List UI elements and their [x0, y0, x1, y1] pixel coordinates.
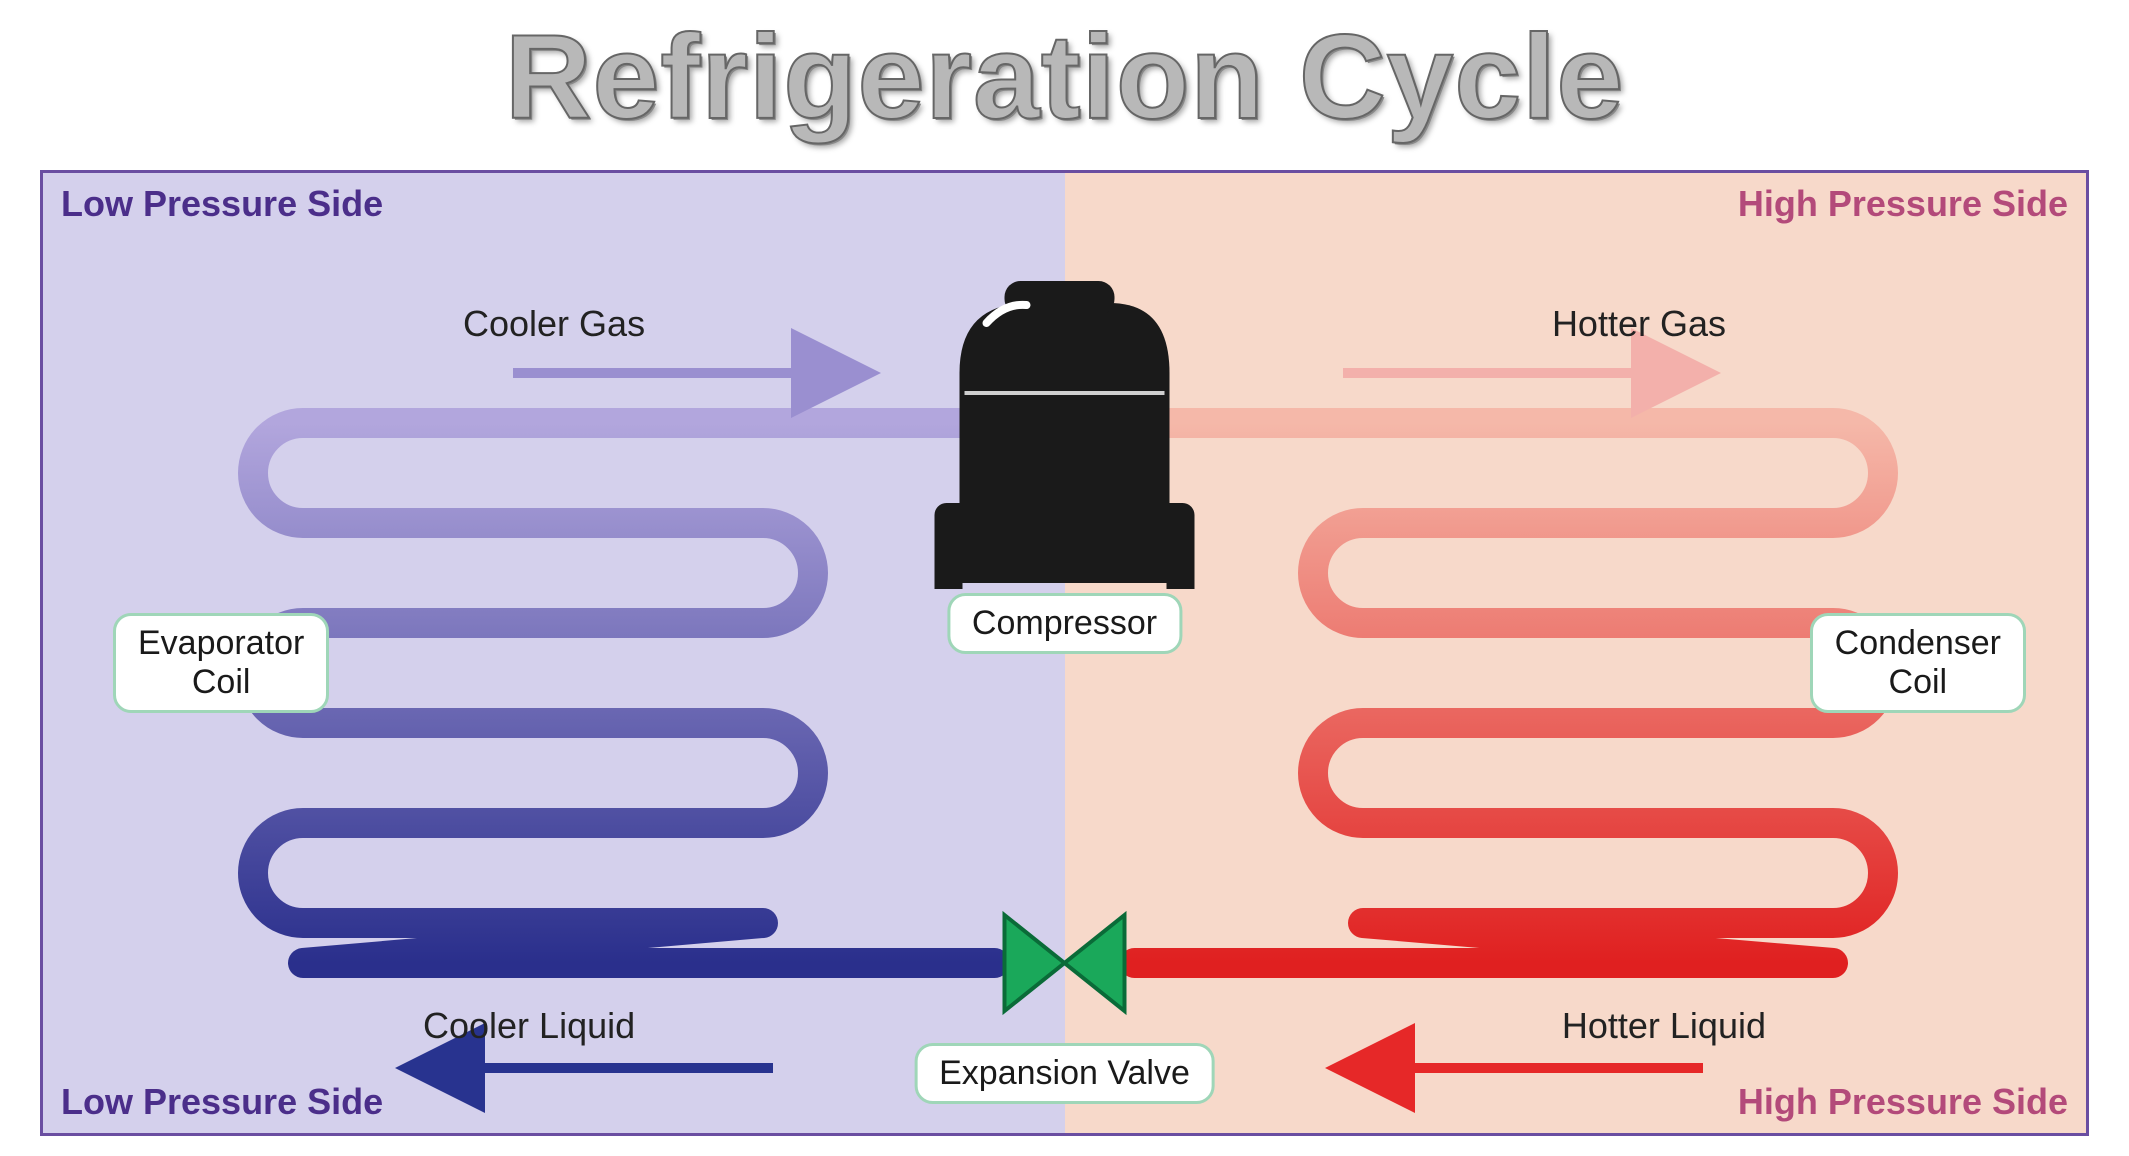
hotter-gas-label: Hotter Gas — [1552, 303, 1726, 345]
condenser-badge: Condenser Coil — [1810, 613, 2026, 713]
expansion-valve-badge: Expansion Valve — [914, 1043, 1215, 1104]
hotter-liquid-label: Hotter Liquid — [1562, 1005, 1766, 1047]
evaporator-badge: Evaporator Coil — [113, 613, 329, 713]
compressor-icon — [935, 281, 1195, 589]
cooler-liquid-label: Cooler Liquid — [423, 1005, 635, 1047]
diagram-frame: Low Pressure Side Low Pressure Side High… — [40, 170, 2089, 1136]
diagram-root: Refrigeration Cycle Low Pressure Side Lo… — [0, 0, 2129, 1156]
evaporator-coil — [253, 423, 995, 963]
compressor-badge: Compressor — [947, 593, 1182, 654]
condenser-coil — [1135, 423, 1884, 963]
cooler-gas-label: Cooler Gas — [463, 303, 645, 345]
expansion-valve-icon — [1005, 915, 1125, 1011]
diagram-title: Refrigeration Cycle — [0, 8, 2129, 146]
